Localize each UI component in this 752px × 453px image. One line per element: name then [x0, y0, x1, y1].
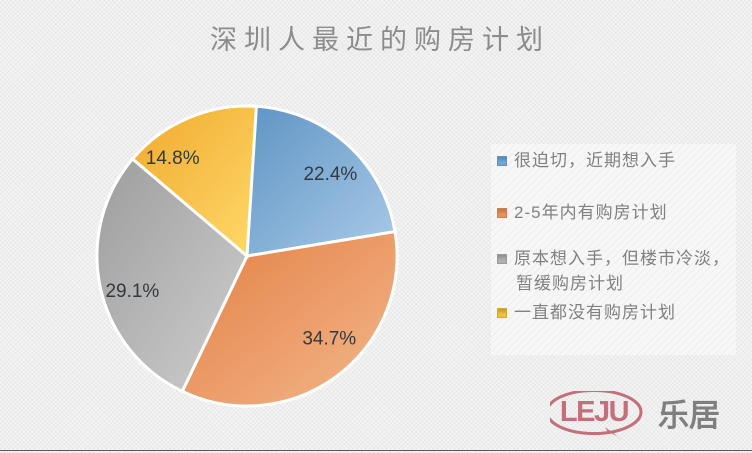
svg-text:乐居: 乐居	[658, 398, 720, 433]
svg-text:LEJU: LEJU	[560, 396, 629, 428]
svg-text:14.8%: 14.8%	[146, 148, 200, 169]
svg-text:34.7%: 34.7%	[302, 329, 356, 350]
svg-text:29.1%: 29.1%	[105, 281, 159, 302]
svg-text:22.4%: 22.4%	[303, 164, 357, 185]
